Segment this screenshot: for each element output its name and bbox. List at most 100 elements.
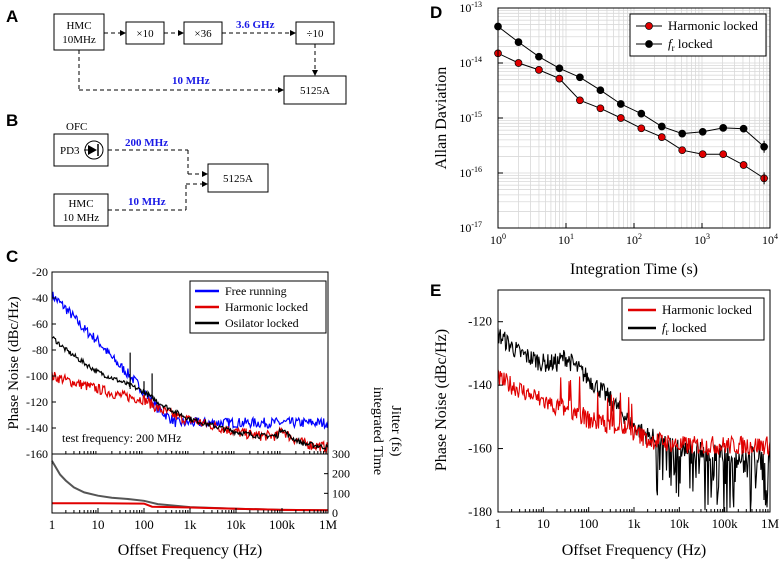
x-tick-label-d: 102 — [626, 232, 642, 247]
adev-point — [637, 109, 646, 118]
ofc-label: OFC — [66, 121, 87, 133]
legend-swatch-dot-d — [645, 22, 653, 30]
x-tick-label-e: 100k — [712, 516, 739, 531]
y-tick-label-d: 10-16 — [459, 165, 482, 180]
panel-letter-d: D — [430, 3, 442, 22]
chart-c-bottom: 1 10 100 1k 10k 100k 1M0 100 200 300 Offset Freque… — [49, 387, 403, 559]
adev-point — [637, 124, 646, 133]
panel-c: C -160 -140 -120 -100 -80 -60 -40 -20 Phase Nois… — [6, 247, 403, 559]
counter-label-a: 5125A — [300, 85, 330, 97]
divider-label: ÷10 — [306, 28, 324, 40]
y-tick-label-e: -180 — [468, 504, 492, 519]
panel-letter-c: C — [6, 247, 18, 266]
legend-box-e — [621, 297, 765, 341]
adev-point — [616, 100, 625, 108]
adev-point — [678, 129, 687, 138]
panel-a: A HMC 10MHz ×10 ×36 ÷10 5125A 3.6 GHz 10… — [6, 7, 347, 105]
x-tick-label-c: 10 — [92, 517, 105, 532]
x-tick-label-e: 100 — [579, 516, 599, 531]
counter-box-b — [207, 163, 269, 193]
adev-point — [576, 73, 584, 82]
legend-c: Free running Harmonic locked Osilator lock… — [189, 280, 327, 334]
y-tick-label-c-top: -80 — [32, 343, 48, 357]
x-axis-label-d: Integration Time (s) — [570, 261, 698, 278]
x-tick-label-c: 1M — [319, 517, 338, 532]
x-tick-label-e: 1k — [628, 516, 642, 531]
arrowheads-b — [202, 171, 208, 187]
panel-e: E 1 10 100 1k 10k 100k 1M -180 -160 -140 -120 Offse… — [430, 281, 779, 559]
y-tick-label-c-bottom: 100 — [332, 486, 350, 500]
legend-label-d: fr locked — [668, 36, 713, 53]
chart-d: 100 101 102 103 104 10-17 10-16 10-15 10-14 10-13… — [433, 0, 778, 278]
photodiode-icon — [84, 140, 104, 160]
chart-e: 1 10 100 1k 10k 100k 1M -180 -160 -140 -120 Offset … — [433, 289, 780, 559]
hmc-box-line2: 10MHz — [62, 34, 96, 46]
x-tick-label-c: 1k — [184, 517, 198, 532]
x-tick-label-e: 10k — [670, 516, 690, 531]
adev-point — [739, 124, 748, 133]
legend-label-c: Free running — [225, 284, 287, 298]
label-200-mhz: 200 MHz — [125, 137, 168, 149]
y-axis-label-c-top: Phase Noise (dBc/Hz) — [6, 296, 22, 429]
y-tick-label-e: -120 — [468, 314, 492, 329]
label-3-6-ghz: 3.6 GHz — [236, 19, 275, 31]
legend-label-e: fr locked — [662, 320, 707, 337]
y-tick-label-c-top: -160 — [26, 447, 48, 461]
adev-point — [698, 127, 707, 136]
adev-point — [596, 86, 605, 95]
legend-label-c: Harmonic locked — [225, 300, 308, 314]
x-tick-label-d: 100 — [490, 232, 506, 247]
hmc-box-line1: HMC — [66, 20, 91, 32]
adev-point — [678, 146, 687, 155]
y-axis-label-c-bottom-2: Jitter (fs) — [388, 406, 403, 457]
y-tick-label-c-top: -100 — [26, 369, 48, 383]
x-tick-label-e: 10 — [537, 516, 550, 531]
hmc-b-line2: 10 MHz — [63, 212, 99, 224]
legend-swatch-dot-d — [645, 40, 653, 48]
chart-c-top: -160 -140 -120 -100 -80 -60 -40 -20 Phase Noise … — [6, 265, 329, 461]
y-tick-label-c-top: -60 — [32, 317, 48, 331]
y-axis-label-c-bottom-1: integrated Time — [370, 387, 385, 475]
adev-point — [719, 124, 728, 132]
adev-point — [616, 114, 625, 122]
x-tick-label-c: 10k — [226, 517, 246, 532]
hmc-box — [53, 13, 105, 51]
adev-point — [535, 52, 543, 61]
jitter-line — [52, 502, 329, 512]
x-tick-label-e: 1M — [761, 516, 780, 531]
series-line-e — [497, 328, 771, 513]
y-tick-label-c-top: -40 — [32, 291, 48, 305]
x-tick-label-c: 1 — [49, 517, 56, 532]
counter-label-b: 5125A — [223, 173, 253, 185]
y-tick-label-d: 10-17 — [459, 220, 482, 235]
y-tick-label-c-bottom: 300 — [332, 447, 350, 461]
adev-point — [698, 150, 707, 159]
adev-point — [555, 64, 564, 73]
panel-letter-b: B — [6, 111, 18, 130]
adev-point — [657, 133, 666, 141]
legend-box-d — [629, 13, 767, 57]
pd3-label: PD3 — [60, 145, 80, 157]
adev-point — [514, 38, 523, 46]
panel-letter-e: E — [430, 281, 441, 300]
multiplier-x36-label: ×36 — [194, 28, 212, 40]
y-tick-label-c-bottom: 0 — [332, 506, 338, 520]
panel-d: D 100 101 102 103 104 10-17 10-16 10-15 10-14 10-… — [430, 0, 778, 278]
x-tick-label-d: 103 — [694, 232, 710, 247]
series-line-osilator-locked — [51, 335, 329, 451]
adev-point — [514, 59, 523, 67]
x-tick-label-c: 100 — [134, 517, 154, 532]
y-tick-label-c-top: -20 — [32, 265, 48, 279]
panel-letter-a: A — [6, 7, 18, 26]
x-axis-label-c: Offset Frequency (Hz) — [118, 542, 263, 559]
adev-point — [596, 104, 605, 113]
adev-point — [576, 96, 584, 105]
adev-point — [555, 74, 564, 83]
y-axis-label-e: Phase Noise (dBc/Hz) — [433, 329, 450, 471]
y-axis-label-d: Allan Daviation — [433, 67, 450, 170]
y-tick-label-c-top: -120 — [26, 395, 48, 409]
adev-point — [535, 66, 543, 74]
panel-b: B OFC PD3 HMC 10 MHz 5125A 200 MHz 10 MH… — [6, 111, 269, 227]
x-tick-label-d: 104 — [762, 232, 778, 247]
